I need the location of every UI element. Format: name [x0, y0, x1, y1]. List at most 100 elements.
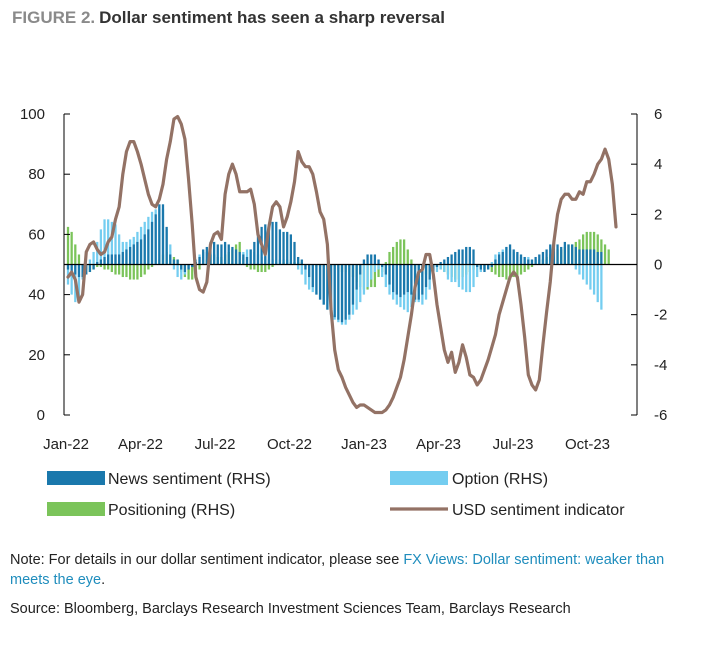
- news-bar-116: [487, 264, 490, 270]
- news-bar-92: [399, 264, 402, 298]
- chart-note: Note: For details in our dollar sentimen…: [10, 550, 700, 590]
- news-bar-99: [424, 264, 428, 288]
- chart-source: Source: Bloomberg, Barclays Research Inv…: [10, 601, 571, 617]
- news-bar-12: [107, 254, 110, 265]
- x-tick-label-2: Apr-22: [118, 436, 163, 453]
- news-bar-123: [512, 249, 515, 265]
- left-tick-label-4: 40: [28, 287, 45, 304]
- news-bar-14: [114, 254, 117, 265]
- positioning-bar-16: [121, 264, 124, 278]
- news-bar-133: [549, 244, 552, 265]
- note-suffix: .: [101, 572, 106, 588]
- news-bar-2: [70, 264, 73, 273]
- option-bar-112: [472, 264, 475, 288]
- right-axis-ticks: 6 4 2 0 -2 -4 -6: [631, 106, 667, 424]
- option-bar-110: [465, 264, 468, 293]
- news-bar-87: [381, 264, 384, 268]
- right-tick-label-3: 2: [654, 206, 662, 223]
- positioning-bar-121: [505, 264, 508, 280]
- news-bar-80: [355, 264, 358, 290]
- news-bar-144: [589, 249, 592, 265]
- positioning-bar-2: [70, 231, 73, 265]
- positioning-bar-52: [253, 264, 256, 270]
- option-bar-108: [457, 264, 461, 288]
- news-bar-90: [392, 264, 395, 293]
- news-bar-11: [103, 256, 106, 265]
- news-bar-114: [479, 264, 482, 270]
- news-bar-51: [249, 249, 252, 265]
- news-bar-113: [476, 264, 479, 268]
- news-bar-47: [234, 249, 238, 265]
- option-bar-145: [592, 264, 596, 295]
- news-bar-67: [307, 264, 311, 278]
- news-bar-21: [139, 239, 143, 265]
- positioning-bar-88: [384, 261, 387, 265]
- option-bar-64: [297, 264, 300, 270]
- positioning-bar-15: [118, 264, 121, 275]
- news-bar-135: [556, 244, 559, 265]
- news-bar-16: [121, 251, 124, 265]
- news-bar-10: [99, 259, 103, 265]
- option-bar-8: [92, 251, 95, 265]
- option-bar-105: [446, 264, 450, 280]
- note-link[interactable]: FX Views: Dollar sentiment: weaker than …: [10, 552, 665, 588]
- news-bar-140: [574, 246, 577, 265]
- x-tick-label-8: Oct-23: [565, 436, 610, 453]
- positioning-bar-9: [96, 264, 99, 268]
- news-bar-35: [191, 264, 194, 268]
- positioning-bar-13: [110, 264, 113, 273]
- news-bar-4: [77, 264, 81, 278]
- legend-label-usd: USD sentiment indicator: [452, 502, 625, 519]
- news-bar-77: [344, 264, 347, 320]
- news-bar-79: [351, 264, 355, 305]
- legend-swatch-option: [390, 471, 448, 485]
- news-bar-95: [410, 264, 413, 295]
- positioning-bar-56: [267, 264, 271, 270]
- positioning-bar-124: [516, 264, 519, 278]
- news-bar-57: [271, 221, 274, 265]
- positioning-bar-86: [377, 264, 380, 278]
- x-tick-label-3: Jul-22: [195, 436, 236, 453]
- news-bar-75: [337, 264, 340, 320]
- news-bar-15: [118, 254, 121, 265]
- positioning-bar-91: [395, 241, 398, 265]
- option-bar-14: [114, 224, 117, 265]
- news-bar-38: [202, 249, 205, 265]
- news-bar-63: [293, 241, 296, 265]
- news-bar-125: [519, 254, 523, 265]
- legend-label-news: News sentiment (RHS): [108, 471, 271, 488]
- option-bar-10: [99, 229, 103, 265]
- news-bar-3: [74, 264, 77, 275]
- news-bar-85: [373, 254, 377, 265]
- x-tick-label-7: Jul-23: [493, 436, 534, 453]
- news-bar-130: [538, 254, 541, 265]
- news-bar-91: [395, 264, 398, 295]
- positioning-bar-93: [402, 239, 406, 265]
- news-bar-119: [497, 254, 501, 265]
- news-bar-62: [289, 234, 292, 265]
- news-bar-94: [406, 264, 409, 293]
- news-bar-29: [169, 254, 172, 265]
- news-bar-65: [300, 259, 303, 265]
- news-bar-25: [154, 214, 157, 265]
- positioning-bar-1: [66, 226, 70, 265]
- news-bar-132: [545, 249, 548, 265]
- news-bar-30: [172, 259, 176, 265]
- news-bar-143: [585, 249, 588, 265]
- news-bar-108: [457, 249, 461, 265]
- option-bar-9: [96, 241, 99, 265]
- news-bar-107: [454, 251, 457, 265]
- news-bar-86: [377, 259, 380, 265]
- positioning-bar-50: [245, 264, 249, 268]
- option-bar-7: [88, 259, 92, 265]
- positioning-bar-128: [530, 264, 534, 268]
- news-bar-64: [297, 256, 300, 265]
- option-bar-141: [578, 264, 581, 275]
- positioning-bar-148: [603, 244, 607, 265]
- news-bar-97: [417, 264, 420, 300]
- news-bar-7: [88, 264, 92, 273]
- news-bar-98: [421, 264, 424, 295]
- news-bar-46: [231, 246, 234, 265]
- positioning-bar-127: [527, 264, 530, 270]
- left-tick-label-6: 0: [37, 407, 45, 424]
